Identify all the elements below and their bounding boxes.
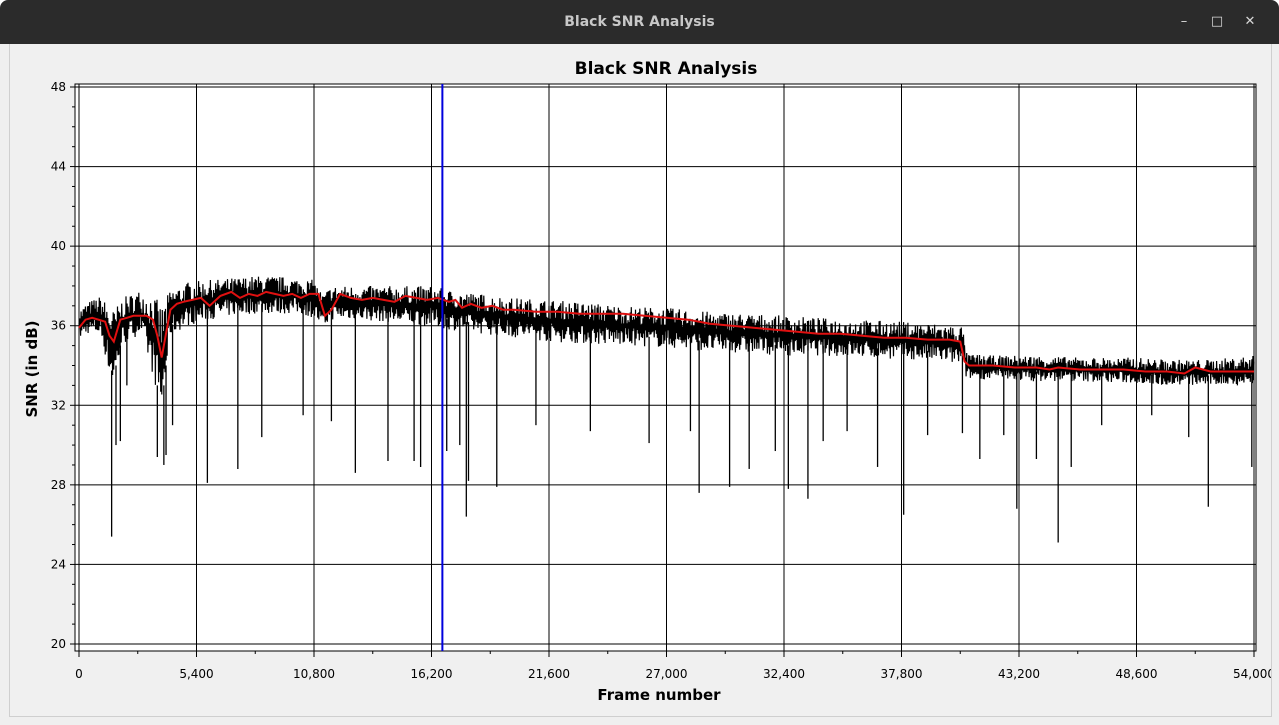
x-tick-label: 21,600 — [528, 667, 570, 681]
axes: 20 24 28 32 36 40 44 48 0 5,400 10,800 16,200 21,600… — [51, 80, 1275, 681]
x-tick-label: 16,200 — [411, 667, 453, 681]
smoothed-series-line — [78, 290, 1254, 375]
x-axis-label: Frame number — [597, 686, 721, 704]
raw-series — [78, 276, 1255, 543]
y-tick-label: 24 — [51, 557, 66, 571]
x-tick-label: 43,200 — [998, 667, 1040, 681]
x-tick-label: 48,600 — [1116, 667, 1158, 681]
y-axis-label: SNR (in dB) — [23, 320, 41, 417]
x-tick-label: 0 — [75, 667, 83, 681]
title-bar[interactable]: Black SNR Analysis – □ ✕ — [0, 0, 1279, 44]
minimize-icon[interactable]: – — [1180, 14, 1188, 29]
snr-chart[interactable]: Black SNR Analysis 20 24 28 32 36 40 44 48 0 5,40… — [10, 44, 1275, 716]
y-tick-label: 20 — [51, 637, 66, 651]
y-tick-label: 40 — [51, 239, 66, 253]
y-tick-label: 32 — [51, 398, 66, 412]
chart-title: Black SNR Analysis — [575, 59, 758, 79]
smoothed-series — [78, 290, 1254, 375]
y-tick-label: 48 — [51, 80, 66, 94]
y-tick-label: 36 — [51, 319, 66, 333]
x-tick-label: 32,400 — [763, 667, 805, 681]
y-tick-label: 44 — [51, 160, 66, 174]
plot-panel: Black SNR Analysis 20 24 28 32 36 40 44 48 0 5,40… — [9, 44, 1275, 717]
x-tick-label: 27,000 — [646, 667, 688, 681]
x-tick-label: 54,000 — [1233, 667, 1271, 681]
x-tick-label: 37,800 — [881, 667, 923, 681]
window-title: Black SNR Analysis — [564, 14, 715, 30]
maximize-icon[interactable]: □ — [1210, 14, 1224, 29]
y-tick-label: 28 — [51, 478, 66, 492]
x-tick-label: 5,400 — [179, 667, 213, 681]
x-tick-label: 10,800 — [293, 667, 335, 681]
close-icon[interactable]: ✕ — [1244, 14, 1256, 29]
